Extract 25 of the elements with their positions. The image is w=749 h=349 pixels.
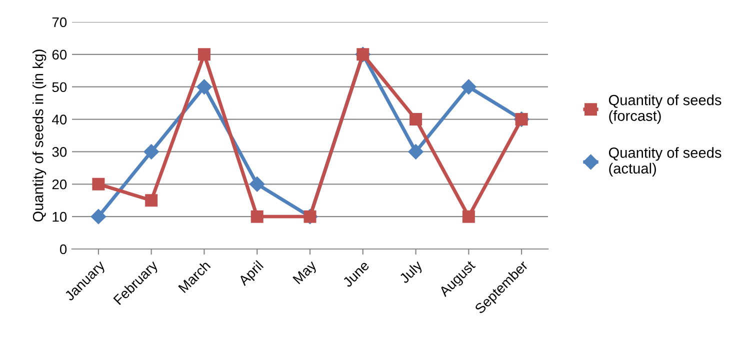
y-tick-label: 20 xyxy=(52,179,67,190)
point xyxy=(92,178,105,190)
legend-label: Quantity of seeds (actual) xyxy=(608,147,722,176)
point xyxy=(144,144,159,160)
point xyxy=(250,176,265,192)
point xyxy=(408,144,424,160)
point xyxy=(462,210,475,223)
y-axis-title: Quantity of seeds in (in kg) xyxy=(32,50,46,222)
point xyxy=(145,194,158,207)
y-tick-label: 70 xyxy=(52,17,67,28)
y-tick-label: 60 xyxy=(52,50,67,60)
point xyxy=(90,209,106,224)
point xyxy=(198,48,210,61)
point xyxy=(461,79,476,94)
point xyxy=(410,113,422,126)
legend-label: Quantity of seeds (forcast) xyxy=(608,94,722,124)
y-tick-label: 10 xyxy=(52,212,67,222)
x-tick-label: May xyxy=(292,260,320,286)
point xyxy=(196,79,212,94)
y-tick-label: 40 xyxy=(52,114,67,124)
x-tick-label: July xyxy=(398,259,425,286)
y-tick-label: 50 xyxy=(52,82,67,92)
point xyxy=(250,210,264,223)
y-tick-label: 30 xyxy=(52,147,67,157)
y-tick-label: 0 xyxy=(60,244,67,254)
